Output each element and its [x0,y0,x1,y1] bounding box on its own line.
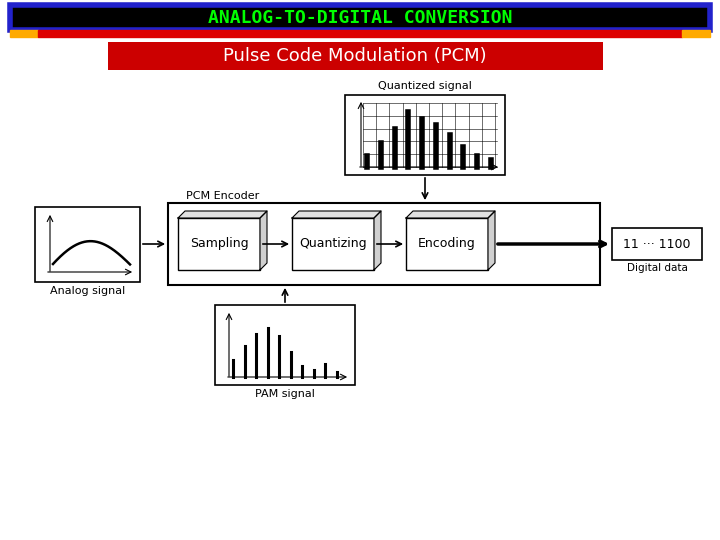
FancyBboxPatch shape [178,218,260,270]
Polygon shape [406,211,495,218]
Polygon shape [178,211,267,218]
Bar [682,30,710,37]
Text: PAM signal: PAM signal [255,389,315,399]
Text: 11 ··· 1100: 11 ··· 1100 [624,238,690,251]
Polygon shape [374,211,381,270]
Bar [38,30,682,37]
FancyBboxPatch shape [108,42,603,70]
Text: Encoding: Encoding [418,238,476,251]
FancyBboxPatch shape [35,207,140,282]
Text: Pulse Code Modulation (PCM): Pulse Code Modulation (PCM) [223,47,487,65]
FancyBboxPatch shape [292,218,374,270]
FancyBboxPatch shape [215,305,355,385]
Text: Digital data: Digital data [626,263,688,273]
Bar [10,30,38,37]
Text: Analog signal: Analog signal [50,286,125,296]
Text: PCM Encoder: PCM Encoder [186,191,259,201]
Polygon shape [488,211,495,270]
FancyBboxPatch shape [406,218,488,270]
FancyBboxPatch shape [10,5,710,30]
Text: ANALOG-TO-DIGITAL CONVERSION: ANALOG-TO-DIGITAL CONVERSION [208,9,512,27]
FancyBboxPatch shape [345,95,505,175]
FancyBboxPatch shape [612,228,702,260]
Text: Quantized signal: Quantized signal [378,81,472,91]
Text: Sampling: Sampling [189,238,248,251]
Polygon shape [260,211,267,270]
Polygon shape [292,211,381,218]
Text: Quantizing: Quantizing [300,238,366,251]
